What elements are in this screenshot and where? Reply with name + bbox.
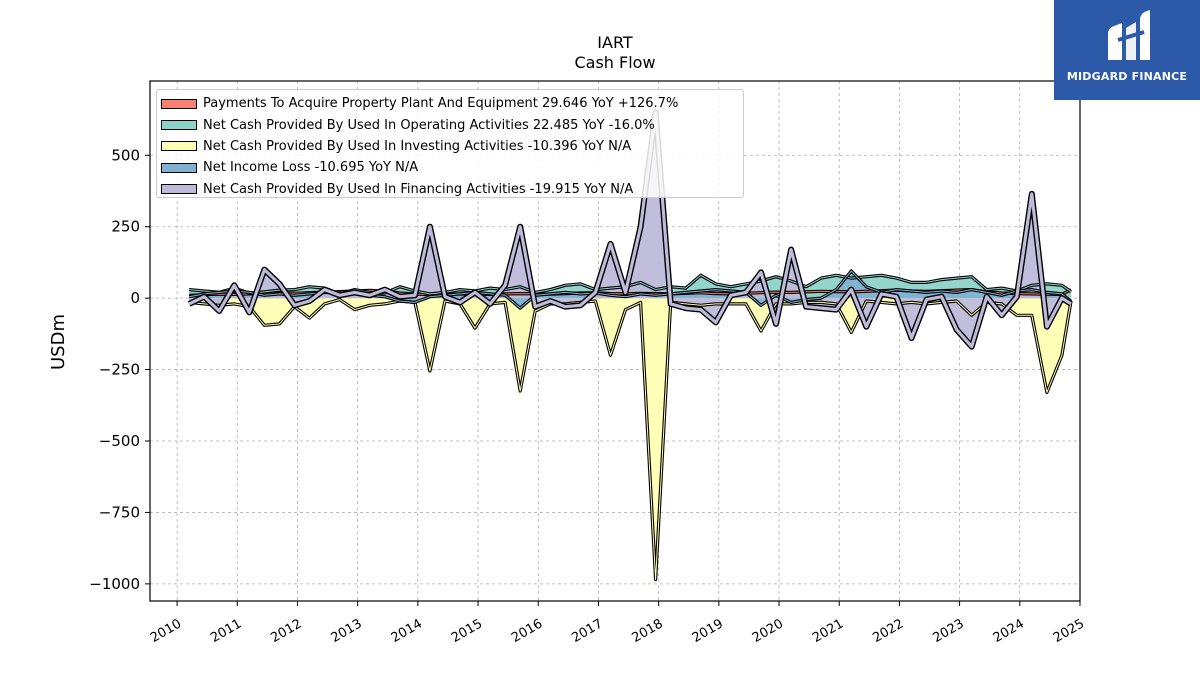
plot-frame (149, 80, 1081, 602)
legend-swatch-net-income (161, 162, 197, 173)
legend-label-investing: Net Cash Provided By Used In Investing A… (203, 138, 632, 154)
x-tick-label: 2024 (991, 616, 1027, 646)
x-tick-label: 2025 (1051, 616, 1087, 646)
x-tick-label: 2013 (329, 616, 365, 646)
series-outline-2 (188, 298, 1073, 582)
series-area-2 (189, 298, 1072, 580)
legend-item-investing: Net Cash Provided By Used In Investing A… (161, 136, 743, 157)
x-tick-label: 2012 (268, 616, 304, 646)
series-line-2 (189, 299, 1072, 581)
mf-monogram-icon (1108, 10, 1150, 60)
x-tick-label: 2021 (810, 616, 846, 646)
y-tick-label: −500 (99, 432, 140, 450)
legend-swatch-operating (161, 120, 197, 131)
legend-item-capex: Payments To Acquire Property Plant And E… (161, 93, 743, 114)
legend-label-capex: Payments To Acquire Property Plant And E… (203, 96, 679, 112)
legend-label-financing: Net Cash Provided By Used In Financing A… (203, 181, 634, 197)
x-tick-label: 2010 (148, 616, 184, 646)
x-axis-ticks: 2010 2011 2012 2013 2014 2015 2016 2017 2018 2019… (148, 601, 1087, 646)
x-tick-label: 2022 (870, 616, 906, 646)
series-lines (187, 109, 1073, 582)
legend-label-net-income: Net Income Loss -10.695 YoY N/A (203, 160, 419, 176)
legend-swatch-financing (161, 184, 197, 195)
x-tick-label: 2014 (389, 616, 425, 646)
legend-item-operating: Net Cash Provided By Used In Operating A… (161, 114, 743, 135)
x-tick-label: 2019 (690, 616, 726, 646)
y-tick-label: −750 (99, 503, 140, 521)
chart-legend: Payments To Acquire Property Plant And E… (156, 89, 744, 198)
y-tick-label: −1000 (89, 575, 140, 593)
x-tick-label: 2018 (630, 616, 666, 646)
series-area-3 (189, 271, 1072, 309)
x-tick-label: 2016 (509, 616, 545, 646)
brand-name: MIDGARD FINANCE (1066, 70, 1188, 83)
x-tick-label: 2011 (208, 616, 244, 646)
legend-item-financing: Net Cash Provided By Used In Financing A… (161, 179, 743, 200)
legend-label-operating: Net Cash Provided By Used In Operating A… (203, 117, 655, 133)
y-tick-label: 250 (111, 218, 140, 236)
chart-title: IART (597, 33, 633, 52)
x-tick-label: 2017 (569, 616, 605, 646)
x-tick-label: 2023 (931, 616, 967, 646)
y-axis-ticks: 500 250 0 −250 −500 −750 −1000 (89, 146, 150, 593)
brand-logo: MIDGARD FINANCE (1054, 0, 1200, 100)
legend-swatch-capex (161, 98, 197, 109)
legend-swatch-investing (161, 141, 197, 152)
legend-item-net-income: Net Income Loss -10.695 YoY N/A (161, 157, 743, 178)
x-tick-label: 2015 (449, 616, 485, 646)
series-line-4 (188, 110, 1072, 349)
x-tick-label: 2020 (750, 616, 786, 646)
y-axis-label: USDm (48, 314, 69, 370)
chart-subtitle: Cash Flow (574, 53, 655, 72)
y-tick-label: 500 (111, 146, 140, 164)
y-tick-label: −250 (99, 361, 140, 379)
y-tick-label: 0 (130, 289, 140, 307)
